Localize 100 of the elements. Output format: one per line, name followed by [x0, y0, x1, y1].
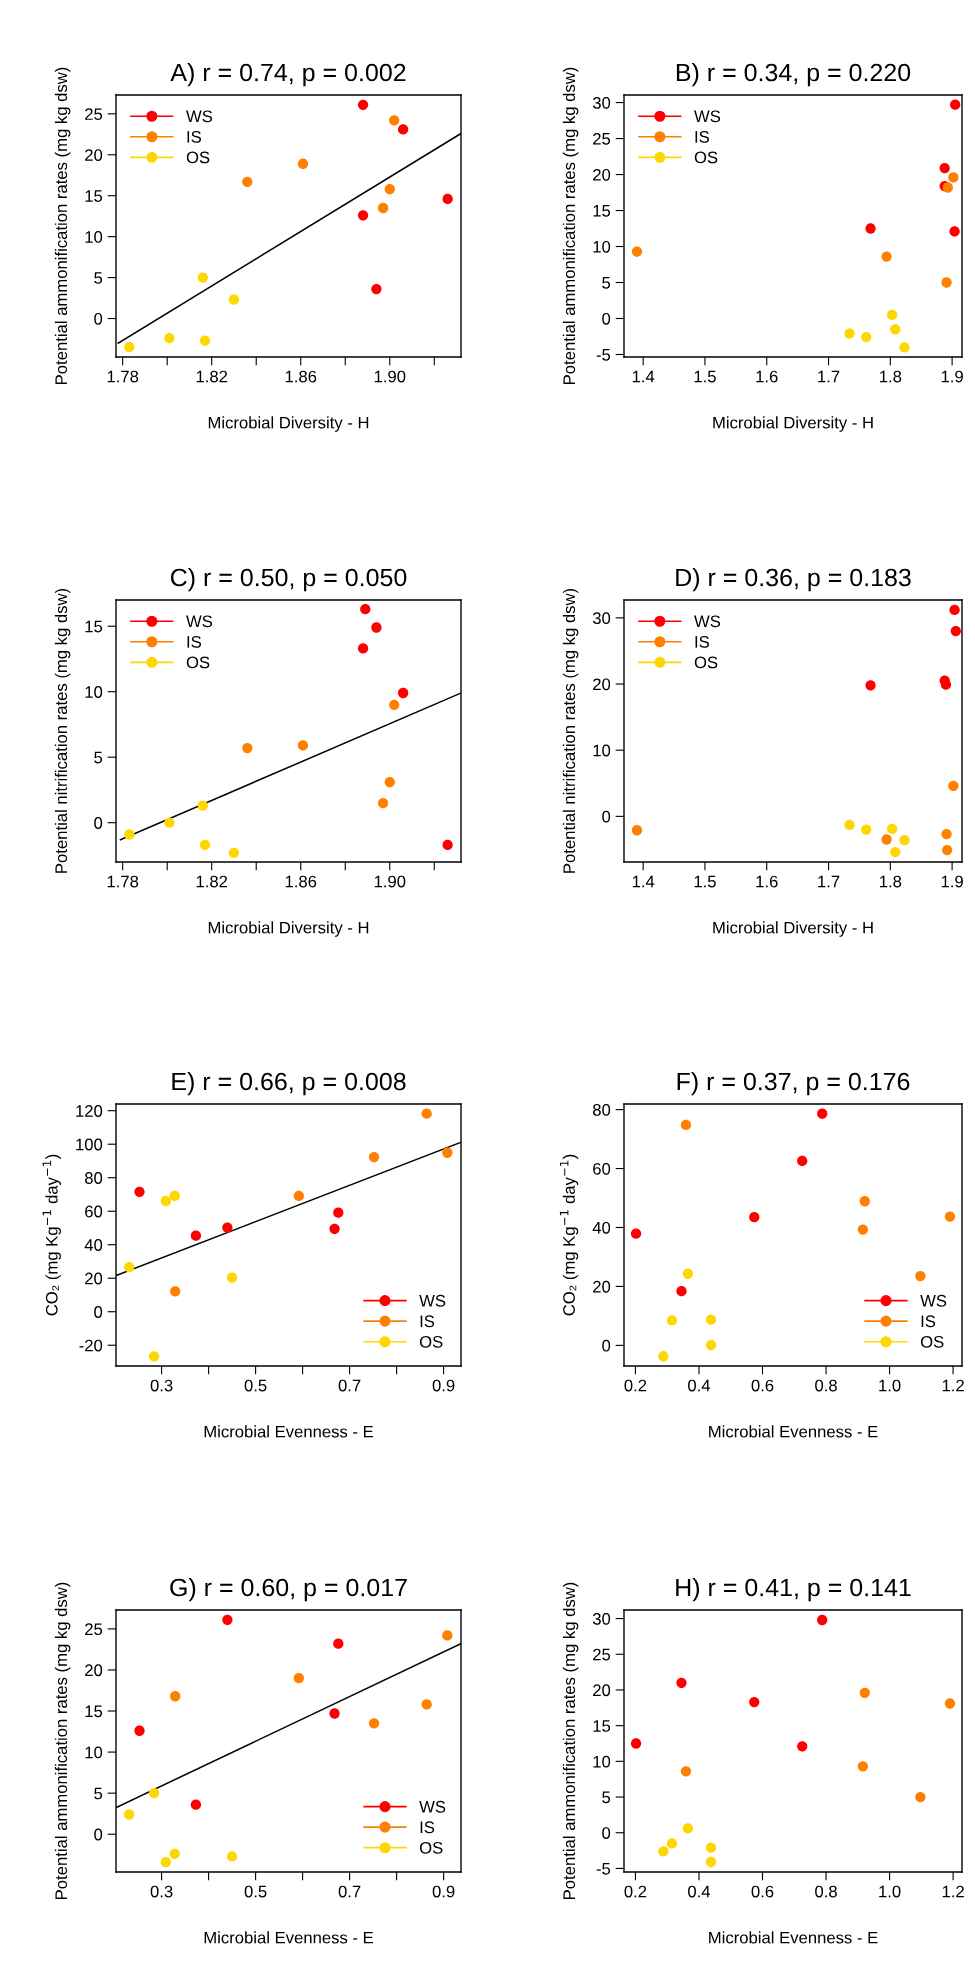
y-tick-label: 15	[85, 620, 103, 633]
point	[944, 1211, 956, 1222]
x-tick-label: 0.4	[688, 1379, 711, 1392]
y-tick-label: 15	[85, 1705, 103, 1718]
point	[658, 1351, 669, 1362]
point	[899, 835, 910, 846]
point	[160, 1195, 171, 1207]
point	[228, 294, 240, 305]
x-tick-label: 1.8	[880, 370, 902, 383]
point	[890, 846, 901, 858]
x-axis-title: Microbial Evenness - E	[709, 1425, 878, 1438]
point	[169, 1848, 180, 1860]
point	[915, 1270, 926, 1282]
point	[226, 1851, 238, 1862]
x-tick-label: 0.8	[815, 1379, 837, 1392]
point	[357, 643, 369, 654]
point	[421, 1108, 432, 1119]
y-tick-label: 0	[602, 312, 611, 325]
point	[297, 158, 309, 169]
point	[170, 1691, 181, 1702]
y-tick-label: 10	[85, 231, 103, 243]
x-tick-label: 0.9	[432, 1885, 455, 1898]
y-tick-label: 30	[592, 96, 611, 109]
x-axis-title: Microbial Diversity - H	[713, 416, 873, 432]
point	[442, 1630, 453, 1641]
y-axis-title: Potential ammonification rates (mg kg dsw)	[54, 1582, 71, 1899]
point	[950, 99, 961, 110]
point	[881, 251, 892, 262]
point	[899, 342, 910, 353]
point	[164, 333, 175, 344]
point	[197, 272, 208, 283]
point	[944, 1698, 956, 1709]
point	[397, 124, 409, 135]
y-tick-label: 25	[593, 132, 611, 145]
x-tick-label: 1.9	[941, 875, 963, 888]
point	[190, 1230, 202, 1241]
point	[797, 1155, 808, 1167]
point	[160, 1856, 171, 1868]
point	[887, 823, 898, 835]
point	[797, 1741, 808, 1752]
point	[948, 172, 959, 183]
y-axis-title: Potential ammonification rates (mg kg dsw)	[562, 1582, 579, 1899]
point	[941, 829, 952, 840]
legend-label: WS	[419, 1294, 446, 1307]
legend-label: WS	[419, 1800, 446, 1813]
y-tick-label: 5	[94, 751, 103, 764]
point	[329, 1708, 340, 1719]
y-tick-label: 25	[85, 108, 103, 121]
x-tick-label: 0.5	[244, 1379, 267, 1392]
point	[949, 604, 960, 616]
point	[371, 283, 382, 295]
point	[666, 1315, 678, 1326]
point	[333, 1638, 344, 1649]
y-tick-label: 0	[94, 312, 103, 325]
point	[442, 193, 453, 205]
y-tick-label: 40	[84, 1239, 103, 1251]
x-tick-label: 1.78	[107, 370, 139, 383]
point	[881, 834, 892, 845]
y-tick-label: 10	[85, 686, 103, 698]
y-tick-label: 20	[593, 168, 611, 181]
point	[124, 829, 135, 840]
legend-label: IS	[420, 1315, 435, 1328]
chart-title: G) r = 0.60, p = 0.017	[170, 1577, 407, 1602]
y-tick-label: 15	[593, 205, 611, 217]
legend-label: IS	[187, 130, 201, 143]
point	[658, 1846, 669, 1857]
point	[915, 1791, 926, 1803]
point	[940, 679, 952, 690]
point	[397, 687, 409, 699]
legend-label: WS	[186, 110, 213, 123]
point	[169, 1190, 180, 1202]
y-tick-label: 0	[602, 1339, 611, 1352]
y-tick-label: 0	[94, 1306, 103, 1318]
point	[384, 184, 395, 195]
point	[371, 622, 382, 633]
point	[682, 1823, 693, 1834]
y-tick-label: 40	[592, 1221, 611, 1234]
point	[676, 1285, 687, 1297]
point	[861, 332, 872, 343]
point	[817, 1614, 828, 1626]
y-axis-title: Potential nitrification rates (mg kg dsw)	[562, 588, 579, 873]
x-tick-label: 0.7	[338, 1885, 361, 1898]
x-axis-title: Microbial Diversity - H	[208, 416, 369, 432]
point	[817, 1108, 828, 1119]
y-tick-label: 0	[94, 1828, 103, 1841]
point	[942, 844, 953, 856]
legend-label: WS	[186, 615, 213, 628]
point	[368, 1718, 380, 1729]
point	[630, 1228, 642, 1239]
point	[682, 1268, 693, 1279]
legend-label: OS	[419, 1335, 443, 1348]
point	[705, 1856, 717, 1868]
y-tick-label: 60	[85, 1205, 103, 1218]
point	[199, 335, 211, 346]
point	[948, 780, 959, 792]
x-axis-title: Microbial Evenness - E	[709, 1931, 878, 1944]
y-tick-label: 25	[593, 1648, 611, 1661]
x-tick-label: 0.2	[624, 1885, 647, 1898]
point	[377, 797, 389, 809]
point	[680, 1119, 692, 1131]
